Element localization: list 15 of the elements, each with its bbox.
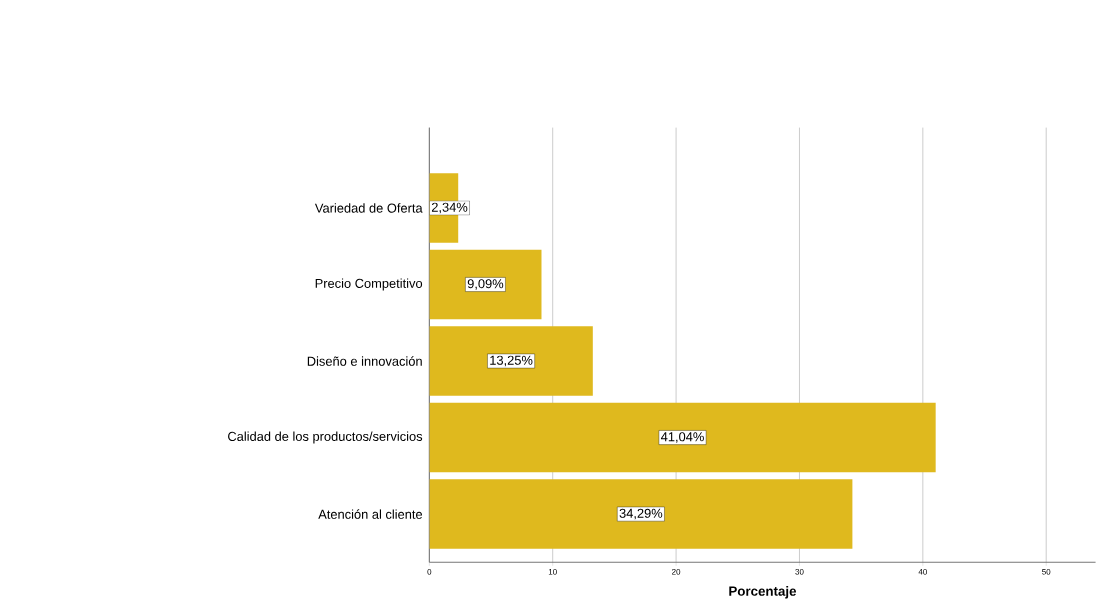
y-tick-label: Calidad de los productos/servicios (228, 431, 423, 444)
data-label: 2,34% (431, 202, 468, 214)
bar (429, 479, 853, 549)
data-label: 9,09% (467, 278, 504, 290)
x-axis-title: Porcentaje (729, 585, 797, 599)
data-label: 41,04% (660, 432, 704, 443)
y-tick-label: Variedad de Oferta (314, 203, 423, 213)
bar (429, 402, 936, 473)
y-tick-label: Atención al cliente (318, 509, 423, 519)
data-label: 34,29% (619, 508, 663, 520)
bar (429, 326, 593, 396)
bar (429, 249, 542, 320)
y-tick-label: Diseño e innovación (307, 356, 422, 366)
y-tick-label: Precio Competitivo (315, 278, 423, 291)
data-label: 13,25% (490, 355, 533, 367)
